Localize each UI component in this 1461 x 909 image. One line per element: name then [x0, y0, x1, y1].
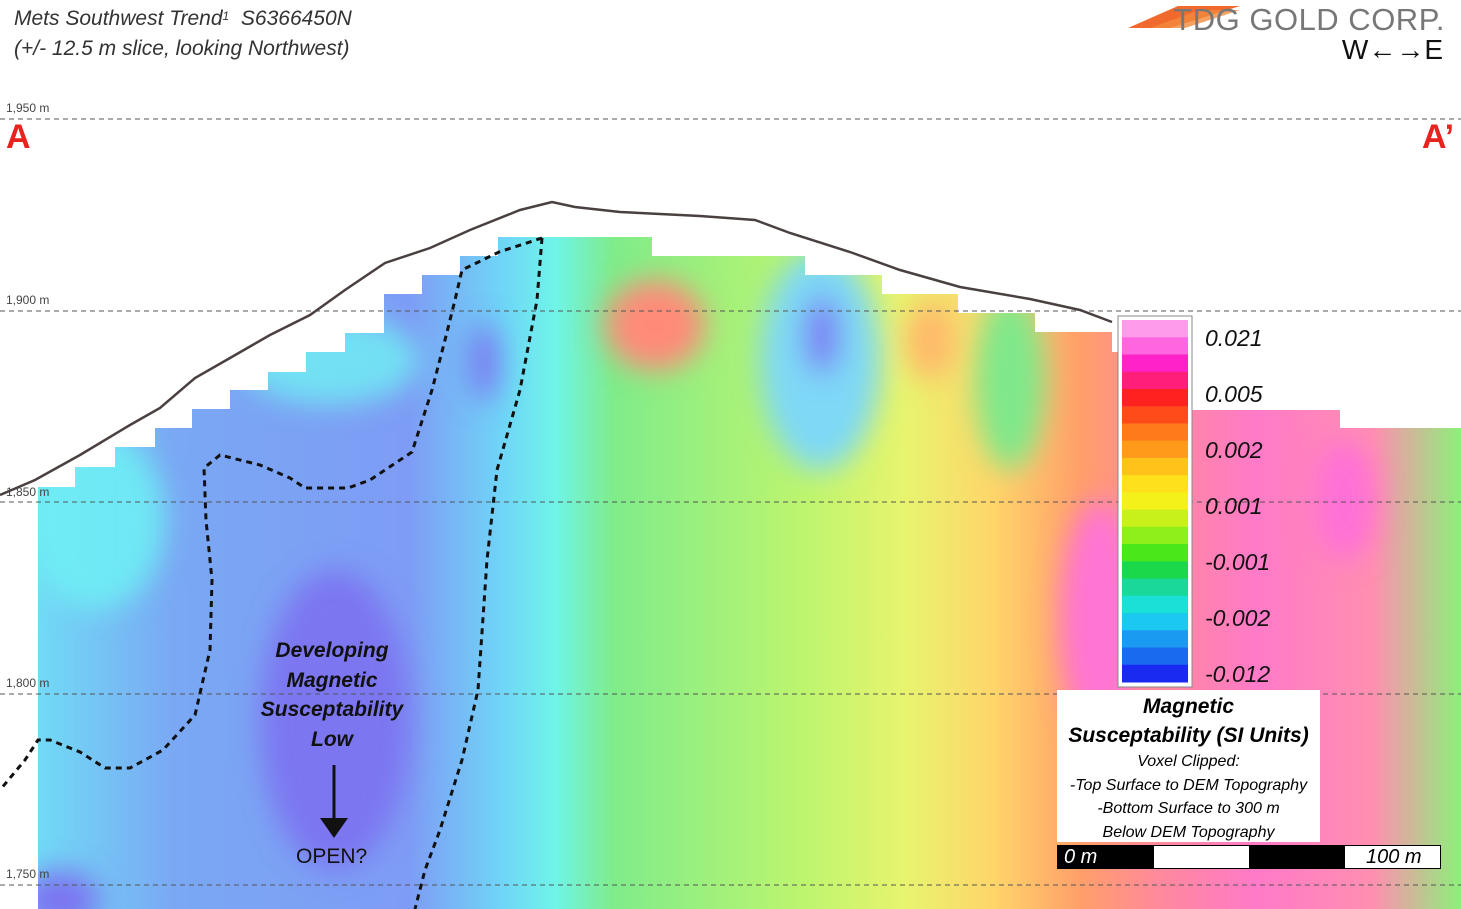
colorbar-band	[1122, 647, 1188, 666]
legend-note-line: Voxel Clipped:	[1137, 753, 1240, 770]
colorbar-band	[1122, 320, 1188, 338]
colorbar-tick-label: -0.001	[1205, 549, 1271, 575]
colorbar-band	[1122, 630, 1188, 649]
colorbar-band	[1122, 664, 1188, 683]
section-start-label: A	[6, 118, 31, 156]
legend-title-line: Magnetic	[1142, 695, 1234, 718]
elevation-label: 1,800 m	[6, 676, 50, 690]
annotation-line: Low	[311, 727, 353, 751]
colorbar-tick-label: -0.012	[1205, 661, 1271, 687]
colorbar-band	[1122, 354, 1188, 373]
open-arrow-head	[320, 818, 348, 838]
annotation-line: Susceptability	[260, 698, 404, 721]
scale-label-start: 0 m	[1064, 846, 1098, 868]
direction-east: E	[1424, 34, 1443, 65]
colorbar-band	[1122, 457, 1188, 476]
open-label: OPEN?	[296, 845, 368, 868]
annotation-line: Developing	[275, 639, 389, 662]
colorbar-band	[1122, 337, 1188, 355]
direction-west: W	[1341, 34, 1369, 65]
title-section-id: S6366450N	[240, 7, 352, 30]
colorbar-band	[1122, 544, 1188, 562]
annotation-line: Magnetic	[286, 668, 378, 692]
elevation-label: 1,950 m	[6, 101, 50, 115]
colorbar	[1117, 315, 1193, 688]
colorbar-band	[1122, 423, 1188, 442]
scale-segment	[1058, 846, 1154, 868]
low-zone-annotation: Developing Magnetic Susceptability Low	[252, 636, 412, 754]
title-main: Mets Southwest Trend	[14, 7, 223, 30]
colorbar-band	[1122, 561, 1188, 580]
colorbar-tick-label: 0.021	[1205, 325, 1263, 351]
logo-mark	[1128, 6, 1240, 28]
elevation-label: 1,750 m	[6, 867, 50, 881]
colorbar-band	[1122, 578, 1188, 597]
scale-segment	[1344, 846, 1440, 868]
colorbar-tick-label: 0.002	[1205, 437, 1263, 463]
legend-title: Magnetic Susceptability (SI Units)	[1057, 690, 1320, 750]
scale-segment	[1153, 846, 1249, 868]
section-end-label: A’	[1422, 118, 1455, 156]
colorbar-band	[1122, 475, 1188, 493]
colorbar-band	[1122, 371, 1188, 390]
scale-segment	[1249, 846, 1345, 868]
title-superscript: 1	[222, 9, 230, 23]
elevation-label: 1,900 m	[6, 293, 50, 307]
colorbar-band	[1122, 526, 1188, 545]
section-subtitle: (+/- 12.5 m slice, looking Northwest)	[14, 37, 350, 60]
legend-note-line: -Top Surface to DEM Topography	[1069, 776, 1308, 794]
colorbar-tick-label: 0.001	[1205, 493, 1263, 519]
section-title: Mets Southwest Trend1 S6366450N	[14, 7, 352, 31]
colorbar-band	[1122, 595, 1188, 614]
legend-title-line: Susceptability (SI Units)	[1068, 724, 1309, 747]
legend-note-line: Below DEM Topography	[1102, 823, 1275, 841]
elevation-label: 1,850 m	[6, 485, 50, 499]
legend-note-line: -Bottom Surface to 300 m	[1097, 800, 1280, 817]
colorbar-band	[1122, 440, 1188, 459]
legend-note: Voxel Clipped: -Top Surface to DEM Topog…	[1057, 750, 1320, 844]
colorbar-band	[1122, 406, 1188, 424]
direction-arrow-icon: ←→	[1368, 34, 1425, 65]
colorbar-tick-label: 0.005	[1205, 381, 1263, 407]
colorbar-band	[1122, 388, 1188, 407]
scale-bar	[1057, 845, 1441, 869]
topography-line	[0, 200, 1113, 497]
company-logo: TDG GOLD CORP.	[1173, 2, 1445, 37]
colorbar-tick-label: -0.002	[1205, 605, 1271, 631]
legend-box: Magnetic Susceptability (SI Units) Voxel…	[1057, 690, 1320, 842]
low-zone-outline	[0, 236, 543, 791]
colorbar-band	[1122, 613, 1188, 631]
direction-indicator: W←→E	[1342, 34, 1443, 66]
colorbar-band	[1122, 492, 1188, 511]
scale-label-end: 100 m	[1366, 846, 1422, 868]
colorbar-band	[1122, 509, 1188, 528]
